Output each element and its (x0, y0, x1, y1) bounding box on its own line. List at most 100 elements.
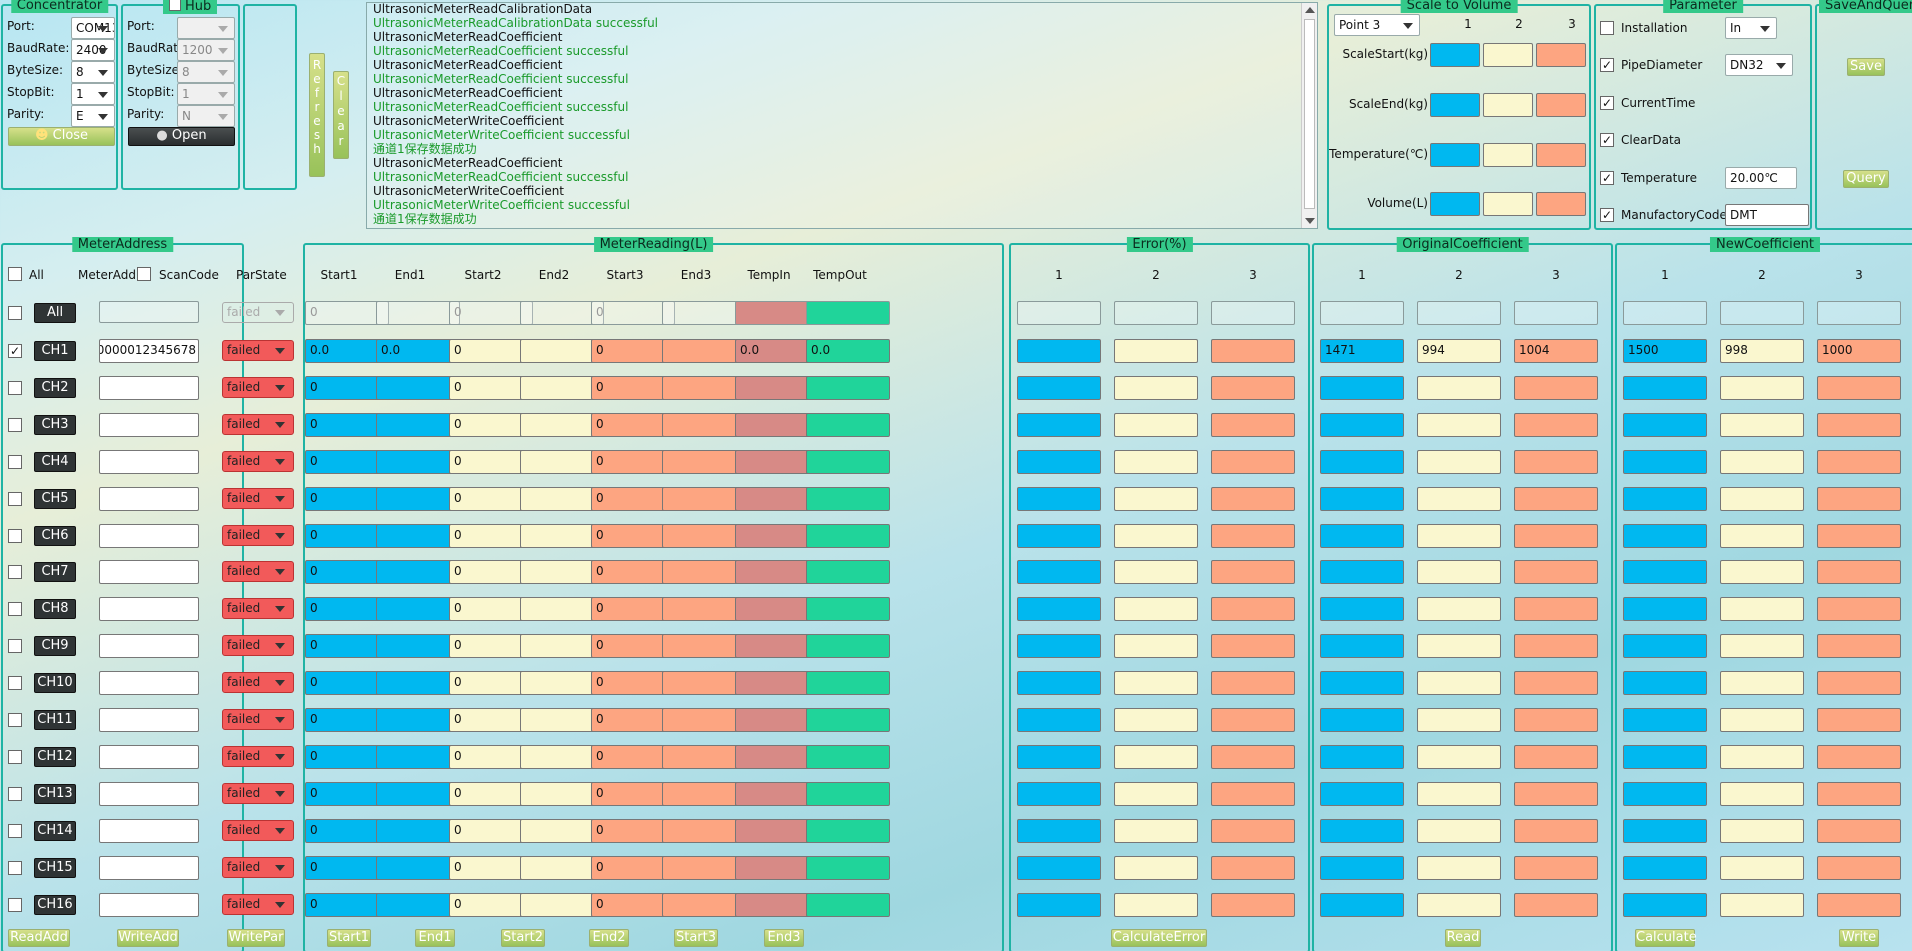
error-cell[interactable] (1211, 339, 1295, 363)
orig-cell[interactable] (1417, 856, 1501, 880)
all-cell[interactable] (1514, 301, 1598, 325)
scroll-up-icon[interactable] (1305, 7, 1315, 13)
parameter-installation-checkbox[interactable] (1600, 21, 1614, 35)
orig-cell[interactable] (1514, 745, 1598, 769)
scale-cell[interactable] (1483, 192, 1533, 216)
reading-cell[interactable]: 0 (305, 634, 389, 658)
error-cell[interactable] (1211, 671, 1295, 695)
newc-cell[interactable] (1720, 376, 1804, 400)
channel-button[interactable]: CH11 (34, 710, 76, 730)
reading-cell[interactable] (735, 819, 819, 843)
orig-cell[interactable] (1514, 524, 1598, 548)
channel-checkbox[interactable] (8, 824, 22, 838)
error-cell[interactable] (1114, 376, 1198, 400)
parameter-manufactory-checkbox[interactable]: ✓ (1600, 208, 1614, 222)
error-cell[interactable] (1114, 708, 1198, 732)
parstate-select[interactable]: failed (222, 820, 294, 841)
channel-button[interactable]: CH9 (34, 636, 76, 656)
end1-button[interactable]: End1 (415, 929, 455, 947)
reading-cell[interactable]: 0 (449, 376, 533, 400)
reading-cell[interactable] (735, 671, 819, 695)
all-cell[interactable] (1211, 301, 1295, 325)
orig-cell[interactable] (1320, 708, 1404, 732)
reading-cell[interactable] (806, 782, 890, 806)
parstate-select[interactable]: failed (222, 857, 294, 878)
all-channels-button[interactable]: All (34, 303, 76, 323)
orig-cell[interactable] (1320, 524, 1404, 548)
reading-cell[interactable] (662, 893, 746, 917)
reading-cell[interactable] (735, 856, 819, 880)
meter-address-input[interactable] (99, 671, 199, 695)
newc-cell[interactable] (1623, 413, 1707, 437)
orig-cell[interactable] (1417, 819, 1501, 843)
reading-cell[interactable] (735, 560, 819, 584)
end3-button[interactable]: End3 (764, 929, 804, 947)
newc-cell[interactable] (1623, 856, 1707, 880)
error-cell[interactable] (1017, 708, 1101, 732)
error-cell[interactable] (1017, 524, 1101, 548)
parstate-select[interactable]: failed (222, 746, 294, 767)
reading-cell[interactable] (376, 597, 460, 621)
error-cell[interactable] (1211, 524, 1295, 548)
error-cell[interactable] (1114, 782, 1198, 806)
hub-enable-checkbox[interactable] (169, 0, 181, 11)
all-reading-cell[interactable]: 0 (305, 301, 389, 325)
newc-cell[interactable] (1623, 893, 1707, 917)
channel-checkbox[interactable] (8, 529, 22, 543)
channel-button[interactable]: CH2 (34, 378, 76, 398)
newc-cell[interactable] (1817, 487, 1901, 511)
error-cell[interactable] (1211, 450, 1295, 474)
reading-cell[interactable] (376, 745, 460, 769)
baudrate-select[interactable]: 2400 (71, 39, 115, 61)
reading-cell[interactable] (520, 339, 604, 363)
reading-cell[interactable] (806, 376, 890, 400)
newc-cell[interactable]: 1500 (1623, 339, 1707, 363)
all-cell[interactable] (1417, 301, 1501, 325)
parstate-select[interactable]: failed (222, 525, 294, 546)
newc-cell[interactable] (1623, 450, 1707, 474)
newc-cell[interactable] (1817, 524, 1901, 548)
close-button[interactable]: ☻ Close (8, 127, 115, 146)
error-cell[interactable] (1114, 339, 1198, 363)
parameter-cleardata-checkbox[interactable]: ✓ (1600, 133, 1614, 147)
newc-cell[interactable] (1623, 487, 1707, 511)
channel-checkbox[interactable] (8, 381, 22, 395)
channel-checkbox[interactable] (8, 565, 22, 579)
error-cell[interactable] (1017, 782, 1101, 806)
all-cell[interactable] (1017, 301, 1101, 325)
parameter-time-checkbox[interactable]: ✓ (1600, 96, 1614, 110)
reading-cell[interactable]: 0 (449, 450, 533, 474)
reading-cell[interactable]: 0 (305, 560, 389, 584)
reading-cell[interactable] (662, 634, 746, 658)
error-cell[interactable] (1017, 745, 1101, 769)
scale-cell[interactable] (1536, 43, 1586, 67)
scale-cell[interactable] (1483, 143, 1533, 167)
reading-cell[interactable] (520, 745, 604, 769)
newc-cell[interactable] (1817, 708, 1901, 732)
channel-checkbox[interactable] (8, 787, 22, 801)
reading-cell[interactable]: 0 (591, 524, 675, 548)
orig-cell[interactable] (1417, 893, 1501, 917)
reading-cell[interactable]: 0 (449, 782, 533, 806)
channel-checkbox[interactable] (8, 676, 22, 690)
all-cell[interactable] (1817, 301, 1901, 325)
reading-cell[interactable]: 0 (591, 745, 675, 769)
orig-cell[interactable] (1320, 560, 1404, 584)
channel-checkbox[interactable] (8, 861, 22, 875)
reading-cell[interactable] (806, 634, 890, 658)
scale-cell[interactable] (1430, 192, 1480, 216)
reading-cell[interactable] (662, 376, 746, 400)
orig-cell[interactable] (1514, 450, 1598, 474)
reading-cell[interactable] (376, 634, 460, 658)
hub-stopbit-select[interactable]: 1 (177, 83, 235, 105)
select-all-checkbox[interactable] (8, 267, 22, 281)
start3-button[interactable]: Start3 (674, 929, 718, 947)
error-cell[interactable] (1017, 819, 1101, 843)
reading-cell[interactable]: 0 (305, 376, 389, 400)
end2-button[interactable]: End2 (589, 929, 629, 947)
port-select[interactable]: COM13 (71, 17, 115, 39)
newc-cell[interactable] (1817, 671, 1901, 695)
reading-cell[interactable]: 0 (591, 413, 675, 437)
all-cell[interactable] (1114, 301, 1198, 325)
